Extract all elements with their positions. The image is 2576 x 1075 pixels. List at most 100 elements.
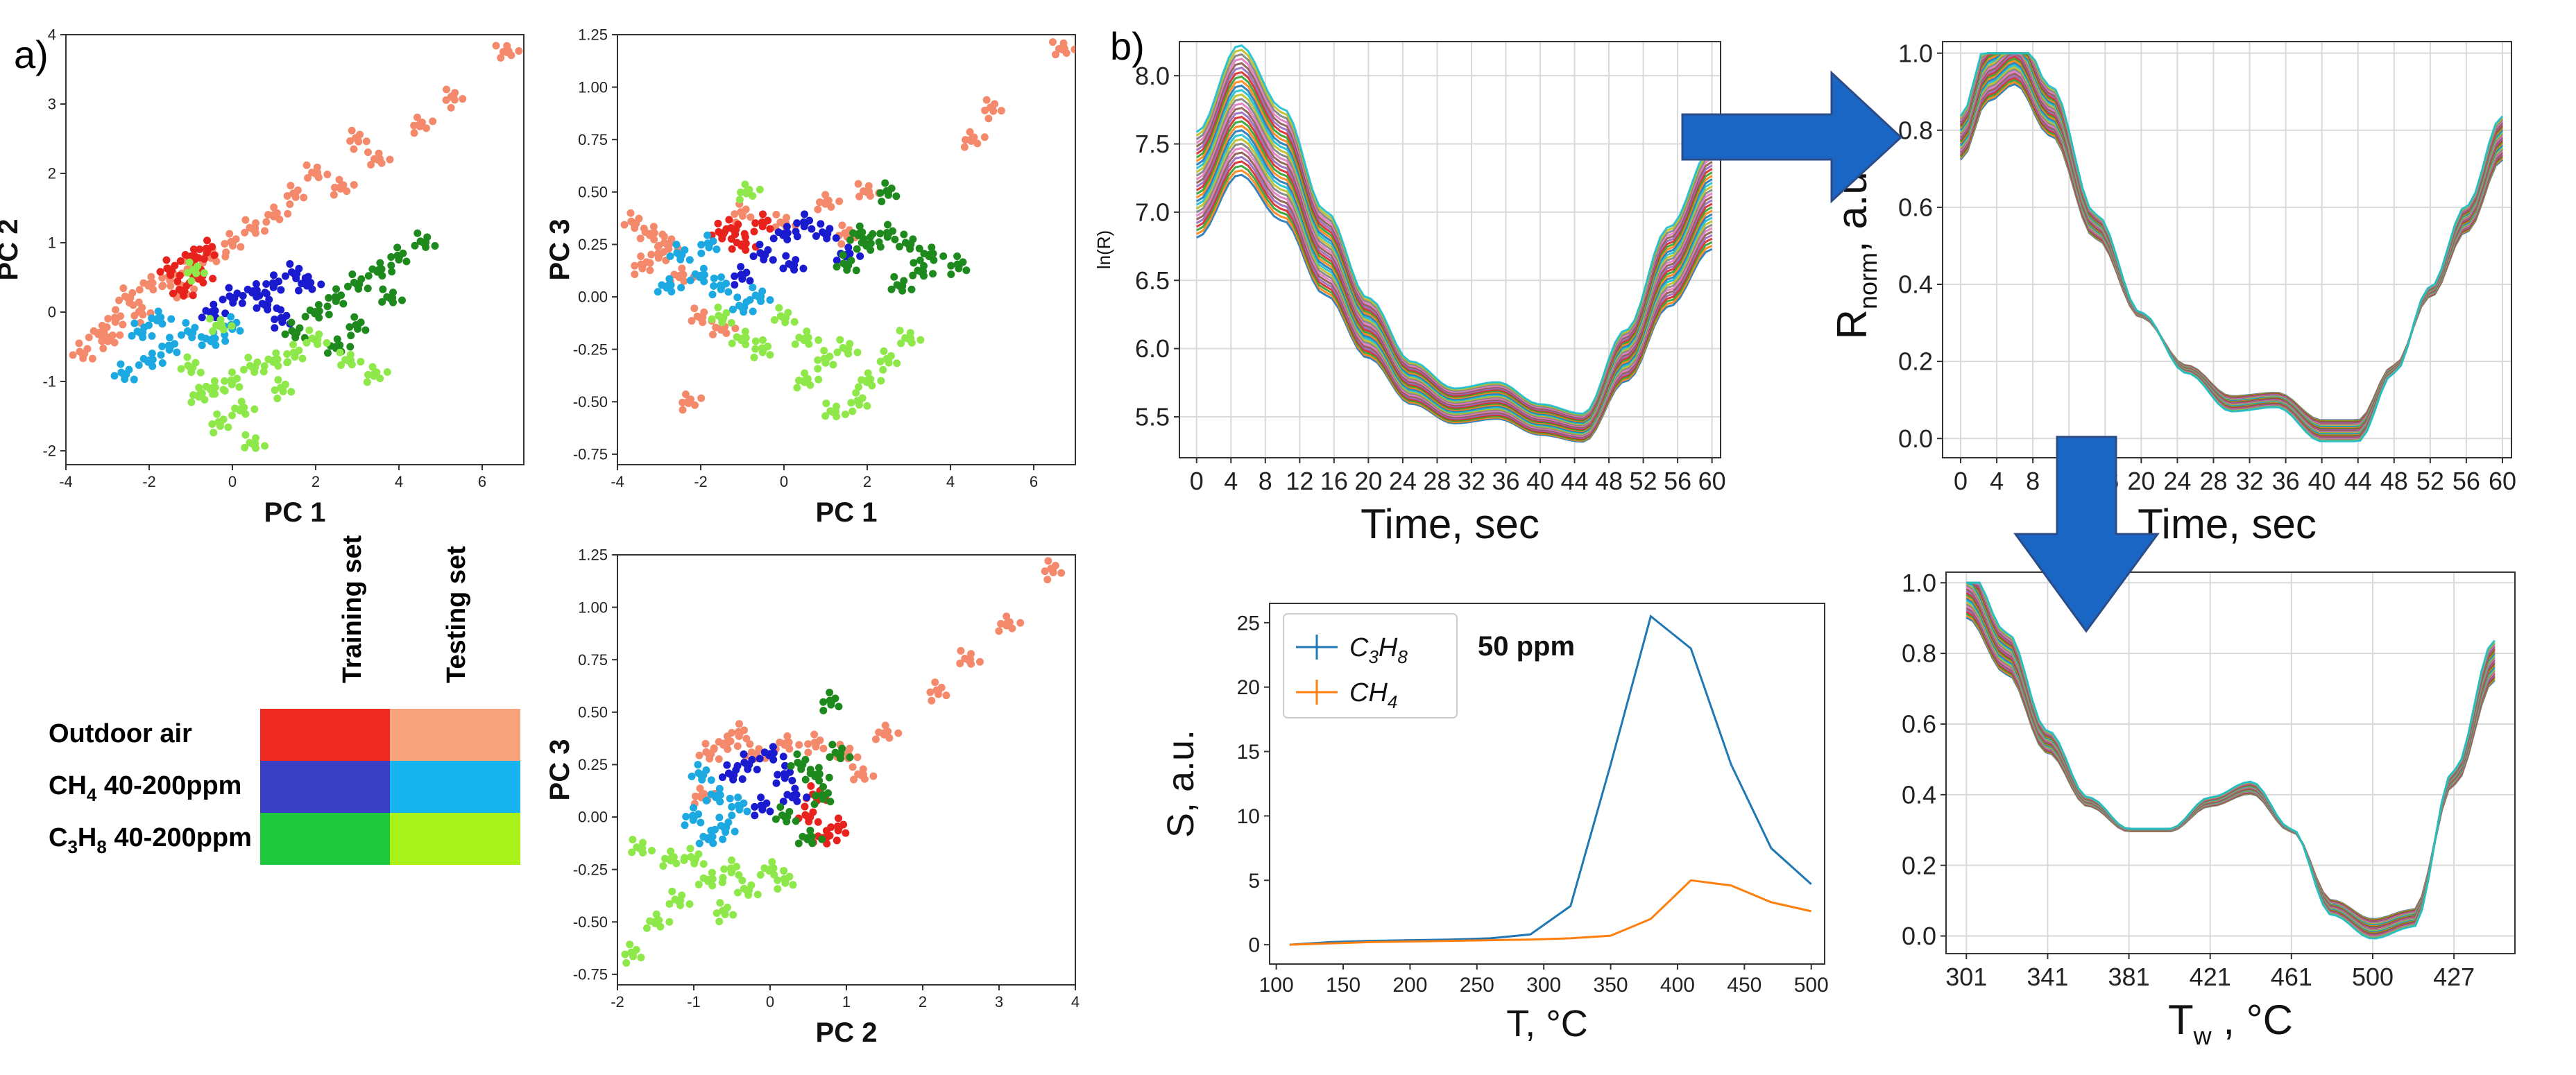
scatter-point: [238, 299, 246, 307]
scatter-point: [746, 277, 754, 285]
scatter-point: [768, 858, 776, 866]
y-tick-label: -1: [42, 373, 56, 390]
scatter-point: [262, 280, 271, 288]
scatter-point: [376, 375, 384, 383]
scatter-point: [791, 340, 799, 348]
scatter-point: [931, 678, 939, 687]
scatter-point: [148, 332, 156, 340]
series-line: [1196, 173, 1713, 443]
scatter-point: [794, 839, 803, 848]
scatter-point: [822, 399, 830, 408]
scatter-point: [842, 261, 851, 270]
scatter-point: [715, 814, 724, 822]
scatter-point: [819, 698, 828, 706]
x-tick-label: -4: [59, 473, 73, 490]
scatter-point: [697, 771, 706, 780]
scatter-point: [667, 854, 675, 863]
scatter-point: [855, 397, 863, 406]
scatter-point: [148, 349, 156, 357]
scatter-point: [853, 245, 861, 253]
scatter-point: [668, 887, 676, 895]
scatter-point: [337, 361, 346, 369]
scatter-point: [110, 372, 119, 380]
swatch-c3h8-testing: [390, 813, 520, 865]
scatter-point: [314, 300, 323, 309]
x-tick-label: 100: [1259, 974, 1294, 997]
scatter-point: [379, 285, 387, 293]
scatter-point: [225, 284, 233, 292]
scatter-point: [261, 442, 269, 450]
scatter-point: [208, 420, 216, 428]
scatter-point: [852, 266, 860, 275]
scatter-point: [227, 313, 235, 321]
panel-label-b: b): [1110, 24, 1145, 68]
scatter-point: [629, 836, 637, 844]
scatter-point: [827, 823, 835, 832]
scatter-point: [863, 402, 871, 410]
scatter-point: [413, 229, 422, 237]
scatter-point: [176, 257, 185, 266]
scatter-point: [262, 218, 271, 226]
scatter-point: [367, 160, 375, 169]
scatter-point: [286, 200, 294, 208]
scatter-point: [336, 183, 345, 191]
scatter-point: [955, 261, 963, 270]
scatter-point: [884, 221, 892, 229]
scatter-point: [195, 384, 203, 392]
scatter-point: [705, 750, 713, 759]
scatter-point: [733, 293, 742, 302]
scatter-point: [731, 272, 739, 280]
series-line: [1195, 44, 1713, 415]
scatter-point: [209, 275, 217, 283]
scatter-point: [855, 230, 863, 239]
scatter-point: [287, 388, 296, 396]
scatter-point: [117, 360, 125, 368]
series-line: [1195, 89, 1713, 425]
scatter-point: [207, 336, 216, 344]
scatter-point: [728, 729, 736, 737]
scatter-point: [855, 192, 864, 200]
chart-lnR_time: 0 4 8 12 16 20 24 28 32 36 40 44 48 52 56 605.56.06.57.…: [1093, 41, 1726, 547]
scatter-point: [728, 865, 736, 874]
x-tick-label: 36: [1492, 467, 1519, 495]
y-tick-label: 0.6: [1902, 710, 1936, 739]
scatter-point: [821, 412, 830, 420]
scatter-point: [759, 250, 767, 259]
scatter-point: [781, 771, 790, 780]
scatter-point: [241, 216, 250, 224]
scatter-point: [835, 703, 843, 711]
scatter-point: [332, 343, 341, 351]
scatter-point: [893, 359, 901, 368]
scatter-point: [187, 329, 195, 337]
scatter-point: [239, 292, 247, 300]
scatter-point: [751, 345, 760, 353]
scatter-point: [690, 854, 698, 863]
x-tick-label: 421: [2190, 963, 2231, 991]
scatter-point: [757, 793, 765, 802]
scatter-point: [716, 899, 724, 907]
x-tick-label: 341: [2027, 963, 2068, 991]
scatter-point: [236, 327, 244, 335]
scatter-point: [249, 225, 257, 233]
scatter-point: [814, 356, 822, 364]
scatter-point: [884, 230, 892, 239]
scatter-point: [676, 250, 684, 259]
scatter-point: [821, 230, 830, 239]
scatter-point: [953, 252, 962, 261]
scatter-point: [804, 813, 812, 822]
chart-s_temperature: 100 150 200 250 300 350 400 450 500 0 5 10 15 20 25 T, …: [1160, 603, 1829, 1044]
scatter-point: [997, 619, 1005, 628]
scatter-point: [158, 342, 167, 350]
y-tick-label: 5: [1248, 870, 1260, 893]
scatter-point: [255, 291, 264, 300]
scatter-point: [863, 377, 871, 386]
scatter-point: [228, 377, 237, 386]
scatter-point: [416, 121, 424, 129]
scatter-point: [216, 322, 224, 330]
y-tick-label: 0.6: [1898, 193, 1933, 221]
scatter-point: [190, 285, 198, 293]
scatter-point: [962, 266, 971, 275]
scatter-point: [157, 351, 165, 359]
scatter-point: [252, 280, 260, 288]
